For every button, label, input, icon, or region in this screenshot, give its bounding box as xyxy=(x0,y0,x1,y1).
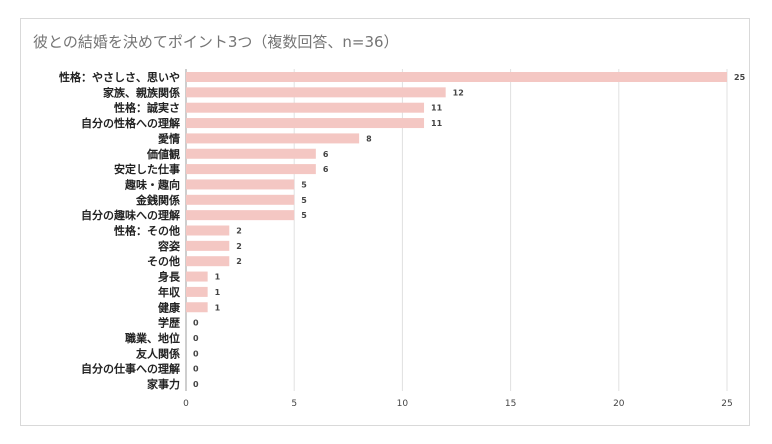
category-label: 容姿 xyxy=(157,239,180,253)
chart-title: 彼との結婚を決めてポイント3つ（複数回答、n=36） xyxy=(33,33,399,51)
bar xyxy=(186,286,208,297)
value-label: 2 xyxy=(236,257,242,266)
category-label: 学歴 xyxy=(158,316,180,330)
category-label: 趣味・趣向 xyxy=(124,177,180,191)
category-label: 家族、親族関係 xyxy=(103,85,180,99)
value-label: 25 xyxy=(734,73,746,82)
value-label: 1 xyxy=(215,303,221,312)
value-label: 5 xyxy=(301,180,307,189)
value-label: 0 xyxy=(193,349,199,358)
category-label: 性格：やさしさ、思いや xyxy=(59,70,180,84)
bar xyxy=(186,102,425,113)
bar xyxy=(186,118,425,129)
value-label: 11 xyxy=(431,119,443,128)
value-label: 6 xyxy=(323,150,329,159)
value-label: 6 xyxy=(323,165,329,174)
value-label: 1 xyxy=(215,273,221,282)
value-label: 8 xyxy=(366,134,372,143)
x-tick-labels: 0 5 10 15 20 25 xyxy=(183,399,733,409)
bar xyxy=(186,164,316,175)
x-tick-label: 25 xyxy=(721,399,732,409)
x-tick-label: 10 xyxy=(397,399,409,409)
bar xyxy=(186,87,446,98)
value-label: 12 xyxy=(453,88,464,97)
value-label: 0 xyxy=(193,334,199,343)
category-labels: 性格：やさしさ、思いや家族、親族関係性格：誠実さ自分の性格への理解愛情価値観安定… xyxy=(59,70,181,391)
bar-chart: 性格：やさしさ、思いや家族、親族関係性格：誠実さ自分の性格への理解愛情価値観安定… xyxy=(59,69,746,409)
x-tick-label: 5 xyxy=(291,399,297,409)
value-label: 5 xyxy=(301,196,307,205)
value-label: 0 xyxy=(193,319,199,328)
bar xyxy=(186,133,360,144)
category-label: 愛情 xyxy=(158,131,180,145)
category-label: 健康 xyxy=(158,300,181,314)
bar xyxy=(186,302,208,313)
category-label: 家事力 xyxy=(147,377,180,391)
bar xyxy=(186,240,230,251)
category-label: 自分の趣味への理解 xyxy=(81,208,180,222)
x-tick-label: 20 xyxy=(613,399,625,409)
grid-lines xyxy=(185,69,728,391)
x-tick-label: 15 xyxy=(505,399,516,409)
category-label: 性格：誠実さ xyxy=(114,101,180,115)
value-label: 2 xyxy=(236,227,242,236)
value-label: 0 xyxy=(193,380,199,389)
bar xyxy=(186,225,230,236)
category-label: 性格：その他 xyxy=(114,224,180,238)
category-label: 年収 xyxy=(158,285,181,299)
bars xyxy=(186,72,727,313)
category-label: 自分の性格への理解 xyxy=(81,116,180,130)
value-label: 0 xyxy=(193,365,199,374)
x-tick-label: 0 xyxy=(183,399,189,409)
chart-frame: 彼との結婚を決めてポイント3つ（複数回答、n=36） 性格：やさしさ、思いや 家族… xyxy=(20,18,750,426)
category-label: 価値観 xyxy=(146,147,180,161)
category-label: 安定した仕事 xyxy=(114,162,180,176)
bar xyxy=(186,148,316,159)
bar xyxy=(186,210,295,221)
value-label: 5 xyxy=(301,211,307,220)
bar xyxy=(186,179,295,190)
category-label: 職業、地位 xyxy=(125,331,180,345)
category-label: 友人関係 xyxy=(136,346,180,360)
bar xyxy=(186,256,230,267)
category-label: その他 xyxy=(147,254,180,268)
category-label: 身長 xyxy=(158,270,181,284)
value-label: 1 xyxy=(215,288,221,297)
value-label: 11 xyxy=(431,104,443,113)
category-label: 自分の仕事への理解 xyxy=(81,362,180,376)
bar xyxy=(186,271,208,282)
value-label: 2 xyxy=(236,242,242,251)
bar xyxy=(186,194,295,205)
bar xyxy=(186,72,727,82)
category-label: 金銭関係 xyxy=(135,193,180,207)
